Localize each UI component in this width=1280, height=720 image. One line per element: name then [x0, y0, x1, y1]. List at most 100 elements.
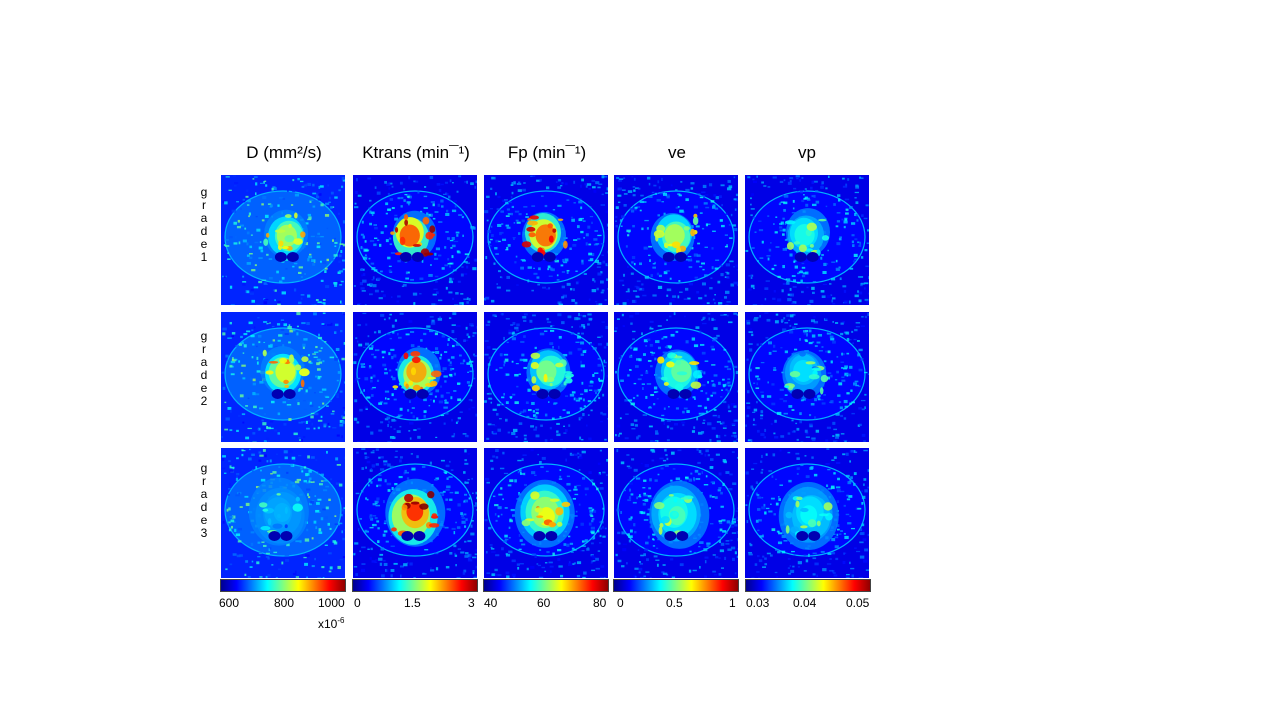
map-speckle: [309, 401, 312, 405]
map-speckle: [666, 425, 670, 429]
map-speckle: [338, 254, 342, 258]
map-speckle: [556, 422, 560, 425]
map-speckle: [709, 494, 712, 498]
map-speckle: [859, 276, 864, 278]
map-vp-grade-3: [745, 448, 869, 578]
map-speckle: [644, 548, 649, 552]
map-speckle: [627, 190, 633, 193]
map-speckle: [675, 477, 681, 481]
map-speckle: [761, 506, 766, 510]
map-speckle: [492, 432, 497, 435]
map-speckle: [575, 341, 580, 343]
map-speckle: [423, 414, 426, 418]
map-speckle: [728, 410, 732, 413]
map-speckle: [374, 561, 378, 563]
map-speckle: [631, 261, 634, 264]
map-speckle: [531, 289, 534, 292]
map-hotspot: [281, 246, 289, 250]
map-speckle: [580, 364, 585, 368]
map-speckle: [701, 191, 706, 194]
map-speckle: [357, 528, 360, 531]
map-speckle: [754, 563, 758, 566]
parametric-map-image: [353, 175, 477, 305]
map-speckle: [857, 241, 860, 244]
map-speckle: [772, 453, 776, 457]
map-speckle: [713, 408, 717, 411]
map-speckle: [239, 208, 242, 210]
map-speckle: [337, 565, 341, 570]
map-speckle: [384, 520, 387, 523]
map-speckle: [555, 258, 557, 261]
map-speckle: [263, 321, 267, 323]
map-speckle: [369, 556, 372, 560]
map-speckle: [622, 543, 628, 546]
map-speckle: [360, 246, 363, 249]
map-speckle: [756, 382, 759, 386]
map-speckle: [255, 466, 258, 470]
map-speckle: [699, 565, 701, 569]
map-speckle: [758, 577, 761, 578]
map-speckle: [784, 394, 788, 396]
map-speckle: [591, 532, 595, 535]
map-speckle: [503, 392, 505, 396]
map-speckle: [436, 183, 441, 186]
map-speckle: [656, 199, 661, 202]
map-speckle: [773, 344, 776, 348]
map-speckle: [626, 298, 630, 303]
map-speckle: [405, 333, 410, 336]
map-speckle: [703, 371, 706, 375]
map-speckle: [580, 206, 583, 210]
map-speckle: [775, 313, 779, 316]
map-speckle: [396, 361, 399, 364]
map-speckle: [669, 315, 672, 318]
map-speckle: [660, 192, 665, 195]
map-speckle: [292, 265, 295, 268]
map-speckle: [780, 221, 784, 225]
map-speckle: [284, 286, 287, 289]
map-speckle: [580, 393, 584, 395]
map-speckle: [578, 456, 583, 459]
map-hotspot: [690, 228, 696, 237]
map-speckle: [606, 342, 608, 346]
map-speckle: [565, 395, 569, 398]
parametric-map-image: [614, 448, 738, 578]
map-speckle: [303, 183, 308, 187]
map-speckle: [771, 402, 776, 406]
map-speckle: [627, 374, 630, 377]
map-speckle: [509, 479, 514, 483]
map-speckle: [571, 326, 574, 328]
map-hotspot: [793, 241, 801, 245]
map-speckle: [725, 388, 728, 391]
map-speckle: [641, 383, 645, 385]
map-speckle: [234, 182, 239, 184]
map-speckle: [581, 450, 586, 454]
map-speckle: [369, 527, 374, 529]
map-speckle: [650, 274, 653, 278]
map-speckle: [388, 317, 391, 320]
map-speckle: [499, 418, 502, 420]
map-dark-region: [676, 531, 689, 541]
map-speckle: [325, 506, 329, 510]
map-speckle: [757, 529, 760, 532]
map-speckle: [749, 542, 752, 545]
map-speckle: [829, 569, 834, 572]
map-speckle: [597, 262, 602, 265]
map-speckle: [592, 560, 596, 562]
map-speckle: [826, 332, 832, 335]
map-speckle: [615, 370, 617, 374]
map-speckle: [516, 323, 520, 327]
map-dark-region: [806, 252, 819, 262]
map-speckle: [590, 409, 593, 412]
map-speckle: [248, 321, 253, 325]
map-speckle: [669, 346, 672, 349]
map-speckle: [704, 575, 707, 578]
map-speckle: [663, 422, 666, 425]
map-speckle: [602, 260, 606, 264]
map-speckle: [335, 482, 340, 485]
map-speckle: [455, 231, 460, 234]
map-speckle: [832, 340, 836, 344]
map-speckle: [233, 185, 237, 187]
map-speckle: [842, 185, 848, 188]
map-hotspot: [660, 376, 668, 381]
map-speckle: [666, 319, 668, 321]
